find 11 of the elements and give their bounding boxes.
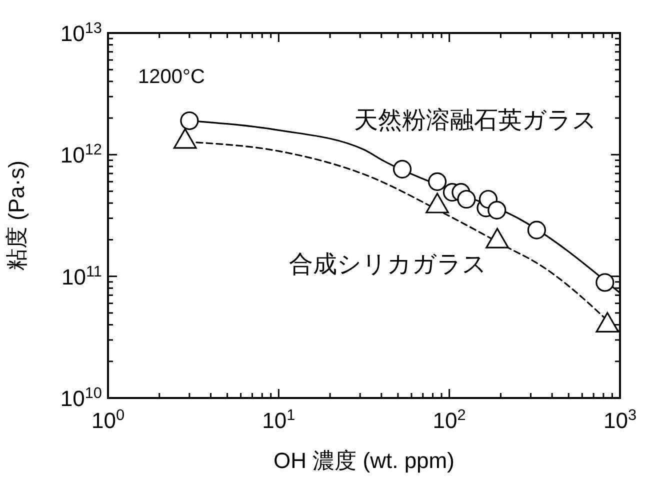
- x-tick-label: 10$^{2}$: [432, 406, 466, 433]
- y-tick-label: 10$^{13}$: [60, 20, 102, 46]
- x-axis-title: OH 濃度 (wt. ppm): [274, 448, 454, 473]
- y-tick-label: 10$^{11}$: [62, 262, 102, 290]
- y-axis-title: 粘度 (Pa·s): [4, 160, 29, 270]
- x-tick-label: 10$^{1}$: [262, 406, 296, 433]
- annotation: 1200°C: [138, 66, 205, 88]
- y-tick-label: 10$^{12}$: [60, 141, 102, 168]
- legend-label: 天然粉溶融石英ガラス: [354, 107, 597, 134]
- series-label: 合成シリカガラス: [289, 251, 487, 278]
- x-tick-label: 10$^{3}$: [603, 406, 637, 433]
